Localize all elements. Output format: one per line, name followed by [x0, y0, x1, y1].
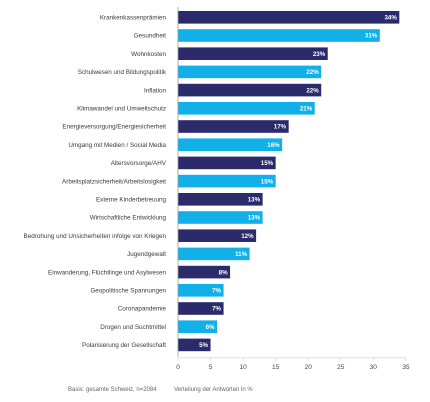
bar-value-label: 23% [313, 51, 326, 58]
bar-value-label: 12% [241, 233, 254, 240]
bars-group [178, 11, 400, 352]
category-label: Externe Kinderbetreuung [96, 197, 167, 204]
category-label: Energieversorgung/Energiesicherheit [62, 124, 166, 131]
footnote: Basis: gesamte Schweiz, n=2084 [68, 387, 157, 393]
category-label: Gesundheit [134, 33, 166, 40]
category-label: Altersvorsorge/AHV [111, 160, 167, 167]
bar-value-label: 17% [274, 124, 287, 131]
category-label: Schulwesen und Bildungspolitik [78, 69, 167, 76]
bar [178, 229, 257, 242]
category-label: Geopolitische Spannungen [90, 288, 166, 295]
category-label: Wohnkosten [131, 51, 166, 58]
bar-value-label: 22% [306, 69, 319, 76]
bar [178, 102, 315, 115]
category-label: Klimawandel und Umweltschutz [77, 106, 166, 113]
bar-value-label: 22% [306, 87, 319, 94]
bar-value-label: 15% [261, 178, 274, 185]
bar-value-label: 31% [365, 33, 378, 40]
x-tick-label: 20 [305, 364, 313, 371]
bar [178, 265, 231, 279]
category-label: Wirtschaftliche Entwicklung [90, 215, 167, 222]
bar [178, 193, 263, 206]
bar [178, 284, 224, 297]
bar-value-label: 7% [212, 288, 221, 295]
bar [178, 29, 380, 42]
x-tick-label: 5 [209, 364, 213, 371]
x-tick-label: 35 [402, 364, 410, 371]
bar [178, 338, 211, 352]
bar-value-label: 15% [261, 160, 274, 167]
bar [178, 211, 263, 224]
x-tick-label: 25 [337, 364, 345, 371]
bar-value-label: 5% [199, 342, 208, 349]
bar-value-label: 21% [300, 106, 313, 113]
category-label: Coronapandemie [118, 306, 167, 313]
category-label: Inflation [144, 87, 167, 94]
bar-value-label: 34% [384, 15, 397, 22]
x-tick-label: 15 [272, 364, 280, 371]
category-label: Bedrohung und Unsicherheiten infolge von… [24, 233, 167, 240]
x-tick-label: 30 [370, 364, 378, 371]
bar-value-label: 6% [206, 324, 215, 331]
x-axis-title: Verteilung der Antworten in % [174, 387, 253, 393]
bar [178, 156, 276, 170]
bar [178, 47, 328, 60]
x-axis: 0 5 10 15 20 25 30 35 [176, 7, 410, 371]
bar [178, 83, 322, 97]
bar [178, 11, 400, 24]
bar-value-label: 16% [267, 142, 280, 149]
bar [178, 320, 218, 333]
category-label: Einwanderung, Flüchtlinge und Asylwesen [48, 269, 166, 276]
category-label: Krankenkassenprämien [100, 15, 167, 22]
bar [178, 302, 224, 315]
category-labels: Krankenkassenprämien Gesundheit Wohnkosten… [24, 15, 167, 350]
x-tick-label: 0 [176, 364, 180, 371]
category-label: Arbeitsplatzsicherheit/Arbeitslosigkeit [62, 178, 166, 185]
bar [178, 65, 322, 79]
category-label: Drogen und Suchtmittel [100, 324, 166, 331]
x-tick-label: 10 [239, 364, 247, 371]
category-label: Jugendgewalt [127, 251, 166, 258]
category-label: Polarisierung der Gesellschaft [82, 342, 166, 349]
bar [178, 120, 289, 133]
category-label: Umgang mit Medien / Social Media [68, 142, 166, 149]
bar-value-label: 11% [235, 251, 248, 258]
bar-value-label: 7% [212, 306, 221, 313]
bar-value-label: 8% [219, 269, 228, 276]
bar [178, 138, 283, 151]
bar [178, 174, 276, 188]
bar-value-label: 13% [248, 215, 261, 222]
bar [178, 247, 250, 261]
bar-value-label: 13% [248, 197, 261, 204]
bar-value-labels: 34% 31% 23% 22% 22% 21% 17% 16% 15% 15% 13% 13% 12% 1… [199, 15, 397, 350]
